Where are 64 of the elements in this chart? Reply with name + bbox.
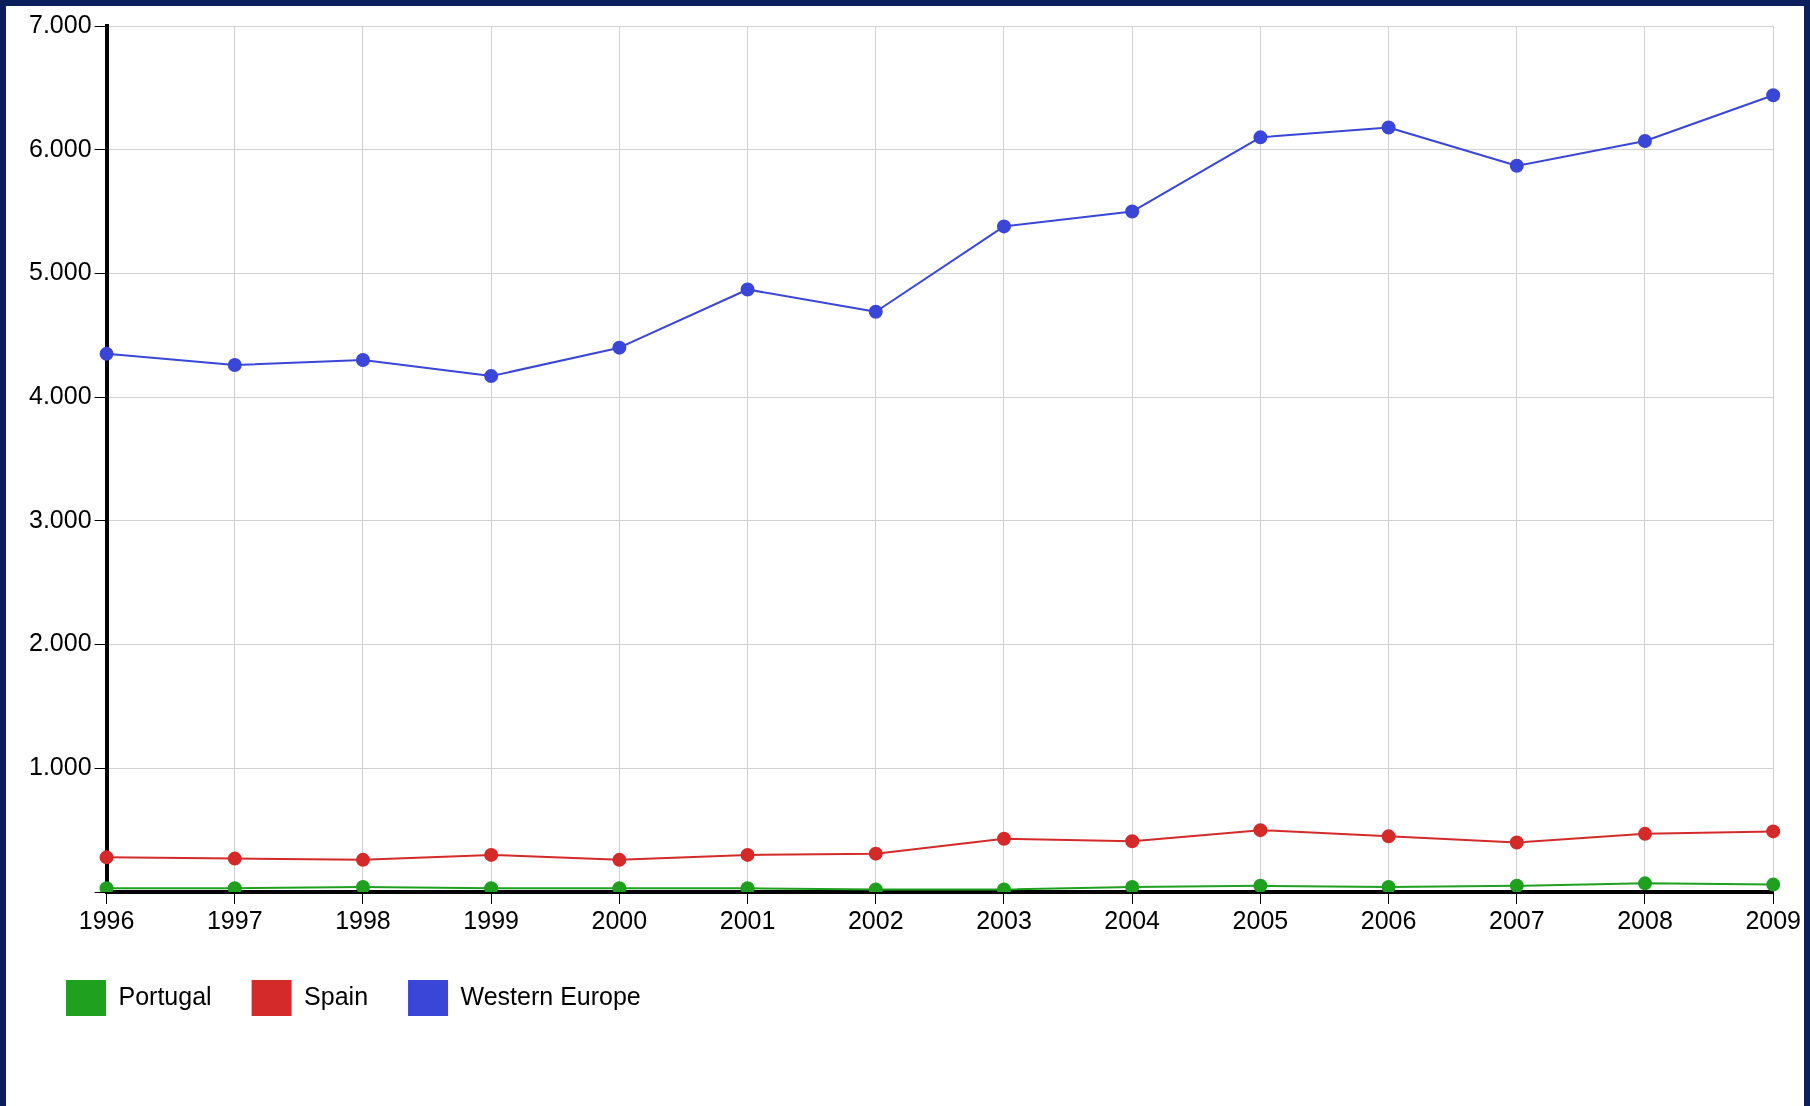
point bbox=[99, 881, 114, 892]
point bbox=[355, 353, 370, 368]
point bbox=[227, 851, 242, 866]
point bbox=[996, 831, 1011, 846]
point bbox=[1637, 134, 1652, 149]
point bbox=[996, 219, 1011, 234]
point bbox=[484, 881, 499, 892]
x-tick-label: 2005 bbox=[1232, 905, 1289, 934]
point bbox=[1253, 130, 1268, 145]
x-tick-label: 2003 bbox=[976, 905, 1032, 934]
point bbox=[740, 881, 755, 892]
x-tick-label: 2000 bbox=[591, 905, 648, 934]
x-tick-label: 1996 bbox=[78, 905, 135, 934]
point bbox=[1381, 120, 1396, 135]
point bbox=[612, 340, 627, 355]
point bbox=[355, 852, 370, 867]
x-tick-label: 1999 bbox=[463, 905, 519, 934]
point bbox=[612, 852, 627, 867]
x-tick-label: 2002 bbox=[847, 905, 904, 934]
point bbox=[1766, 877, 1781, 892]
point bbox=[99, 850, 114, 865]
y-tick-label: 4.000 bbox=[29, 381, 92, 410]
legend-label: Spain bbox=[304, 981, 369, 1010]
legend-label: Portugal bbox=[118, 981, 212, 1010]
point bbox=[740, 282, 755, 297]
point bbox=[484, 847, 499, 862]
y-tick-label: 1.000 bbox=[29, 752, 92, 781]
point bbox=[1509, 835, 1524, 850]
x-tick-label: 2009 bbox=[1745, 905, 1801, 934]
point bbox=[355, 880, 370, 892]
x-tick-label: 2004 bbox=[1104, 905, 1161, 934]
point bbox=[1509, 158, 1524, 173]
x-tick-label: 1998 bbox=[335, 905, 391, 934]
point bbox=[227, 357, 242, 372]
point bbox=[1509, 878, 1524, 892]
point bbox=[1766, 824, 1781, 839]
x-tick-label: 2007 bbox=[1488, 905, 1545, 934]
point bbox=[868, 304, 883, 319]
x-tick-label: 1997 bbox=[206, 905, 263, 934]
point bbox=[740, 847, 755, 862]
y-tick-label: 3.000 bbox=[29, 504, 92, 533]
x-tick-label: 2001 bbox=[719, 905, 776, 934]
y-tick-label: 7.000 bbox=[29, 9, 92, 38]
point bbox=[1125, 880, 1140, 892]
legend-label: Western Europe bbox=[460, 981, 641, 1010]
point bbox=[484, 369, 499, 384]
point bbox=[1766, 88, 1781, 103]
point bbox=[1381, 829, 1396, 844]
point bbox=[227, 881, 242, 892]
point bbox=[1381, 880, 1396, 892]
y-tick-label: 2.000 bbox=[29, 628, 92, 657]
y-tick-label: 6.000 bbox=[29, 133, 92, 162]
y-tick-label: 5.000 bbox=[29, 257, 92, 286]
point bbox=[99, 346, 114, 361]
x-tick-label: 2008 bbox=[1617, 905, 1673, 934]
point bbox=[1253, 878, 1268, 892]
point bbox=[612, 881, 627, 892]
point bbox=[868, 846, 883, 861]
point bbox=[1125, 834, 1140, 849]
point bbox=[1637, 876, 1652, 891]
point bbox=[1125, 204, 1140, 219]
point bbox=[1253, 823, 1268, 838]
point bbox=[1637, 826, 1652, 841]
x-tick-label: 2006 bbox=[1360, 905, 1417, 934]
